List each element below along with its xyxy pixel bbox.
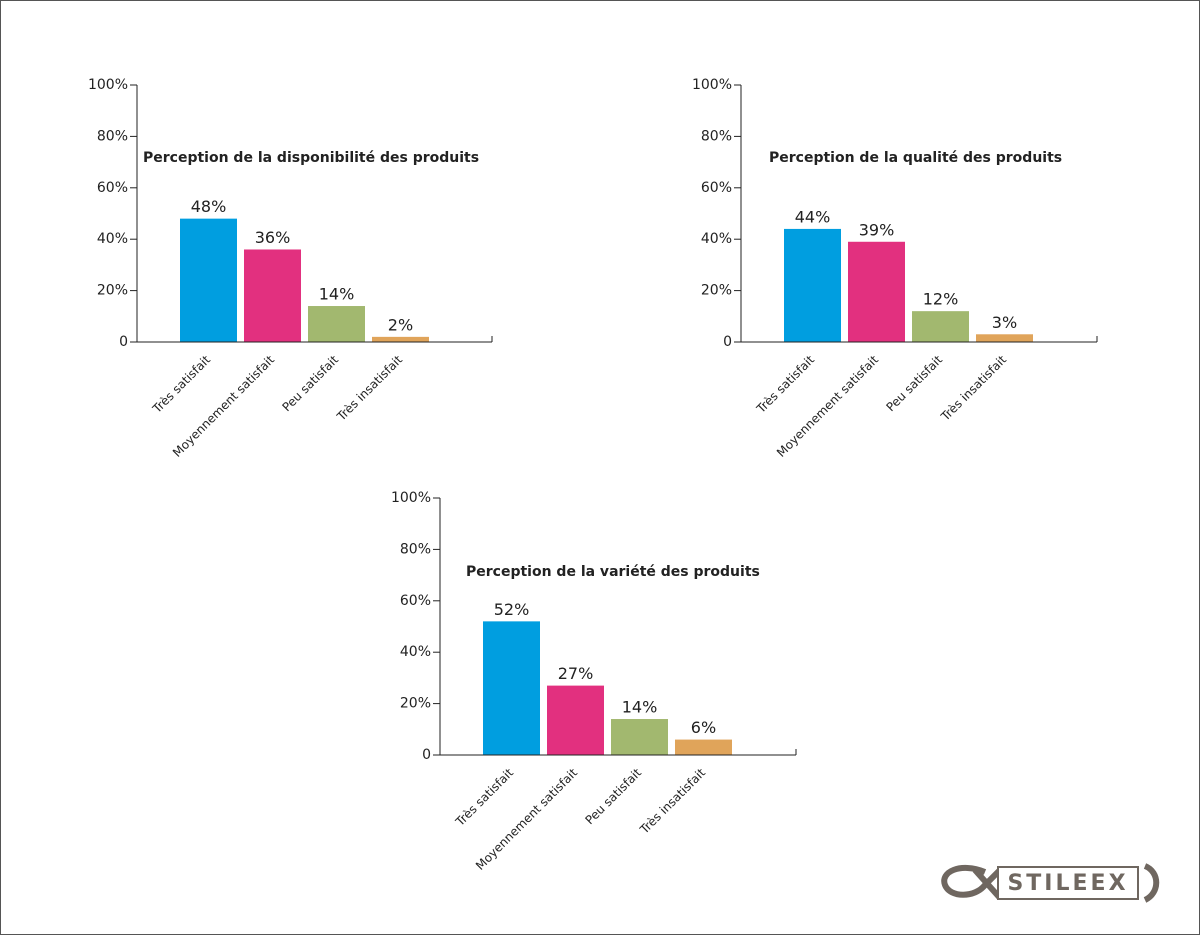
y-tick-label: 40%	[97, 231, 128, 247]
y-tick-label: 20%	[701, 283, 732, 299]
chart-title: Perception de la disponibilité des produ…	[143, 150, 479, 166]
bar	[912, 311, 969, 342]
bar	[372, 336, 429, 342]
y-tick-label: 80%	[701, 128, 732, 144]
y-tick-label: 40%	[701, 231, 732, 247]
bar	[976, 334, 1033, 342]
bar	[483, 621, 540, 755]
y-tick-label: 60%	[400, 593, 431, 609]
value-label: 14%	[319, 285, 355, 304]
bar	[244, 249, 301, 342]
value-label: 6%	[691, 718, 716, 737]
bar	[848, 241, 905, 342]
y-tick-label: 0	[723, 334, 732, 350]
bar	[308, 306, 365, 342]
value-label: 39%	[859, 220, 895, 239]
value-label: 52%	[494, 600, 530, 619]
y-tick-label: 80%	[400, 541, 431, 557]
bar	[180, 218, 237, 342]
logo-arc	[1143, 863, 1160, 903]
value-label: 3%	[992, 313, 1017, 332]
value-label: 27%	[558, 664, 594, 683]
logo-box	[997, 866, 1139, 900]
logo-text: STILEEX	[1007, 871, 1128, 896]
value-label: 36%	[255, 228, 291, 247]
y-tick-label: 0	[422, 747, 431, 763]
chart-title: Perception de la variété des produits	[466, 564, 760, 580]
bar	[784, 228, 841, 342]
value-label: 14%	[622, 698, 658, 717]
value-label: 2%	[388, 315, 413, 334]
bar	[675, 739, 732, 755]
y-tick-label: 60%	[97, 180, 128, 196]
y-tick-label: 60%	[701, 180, 732, 196]
y-tick-label: 20%	[97, 283, 128, 299]
bar	[611, 719, 668, 755]
bar	[547, 685, 604, 755]
y-tick-label: 80%	[97, 128, 128, 144]
y-tick-label: 100%	[692, 77, 732, 93]
logo: STILEEX	[941, 863, 1160, 903]
value-label: 12%	[923, 290, 959, 309]
y-tick-label: 100%	[391, 490, 431, 506]
value-label: 44%	[795, 207, 831, 226]
logo-mark	[941, 864, 1003, 900]
y-tick-label: 20%	[400, 696, 431, 712]
value-label: 48%	[191, 197, 227, 216]
y-tick-label: 100%	[88, 77, 128, 93]
y-tick-label: 0	[119, 334, 128, 350]
chart-title: Perception de la qualité des produits	[769, 150, 1062, 166]
y-tick-label: 40%	[400, 644, 431, 660]
